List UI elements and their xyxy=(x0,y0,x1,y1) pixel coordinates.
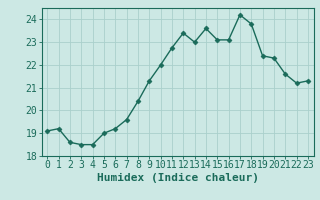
X-axis label: Humidex (Indice chaleur): Humidex (Indice chaleur) xyxy=(97,173,259,183)
